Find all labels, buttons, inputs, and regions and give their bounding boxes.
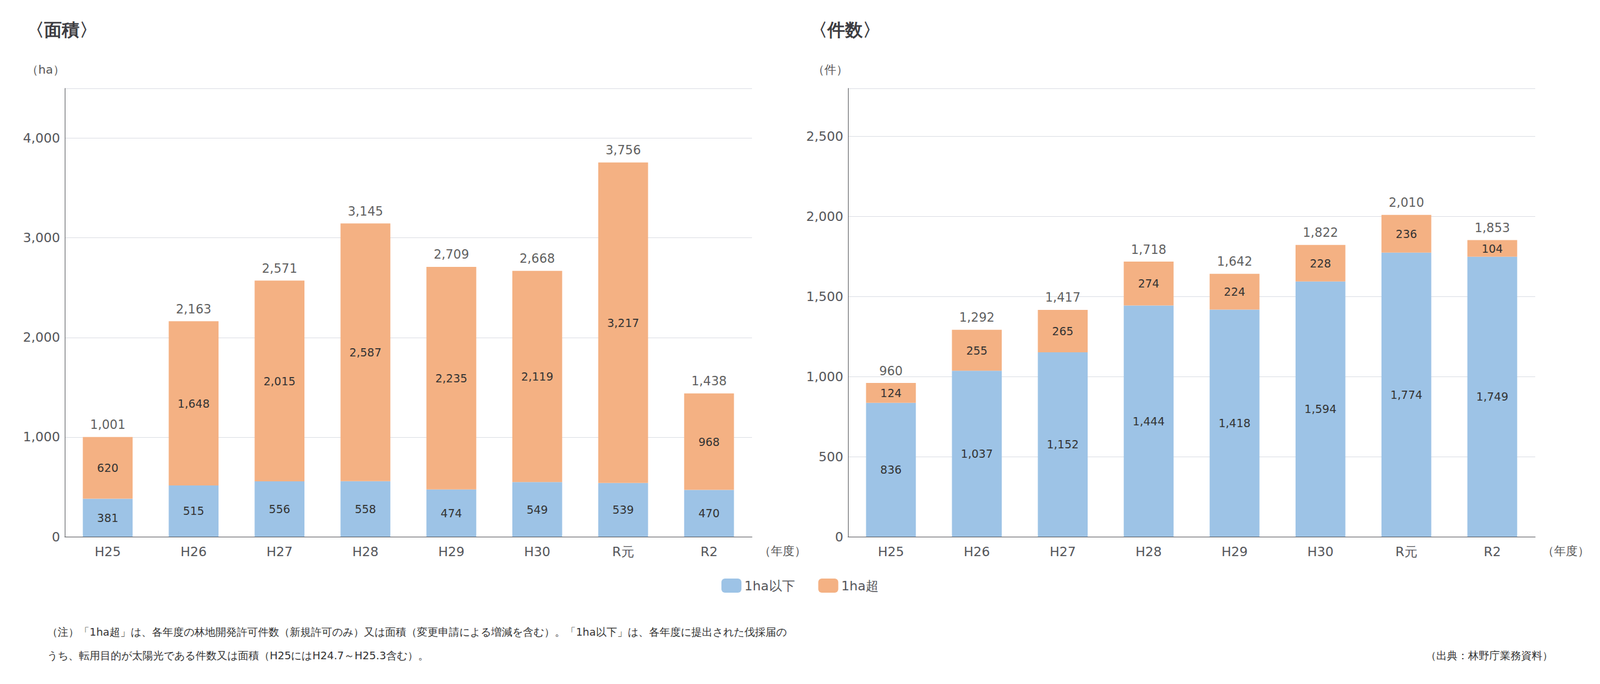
svg-text:104: 104 [1481, 242, 1503, 255]
svg-text:1,749: 1,749 [1476, 389, 1509, 403]
svg-text:1,001: 1,001 [90, 417, 126, 432]
svg-text:3,145: 3,145 [348, 204, 384, 219]
svg-text:549: 549 [526, 502, 548, 516]
svg-text:4,000: 4,000 [22, 130, 61, 146]
svg-text:0: 0 [835, 529, 844, 545]
svg-text:（出典：林野庁業務資料）: （出典：林野庁業務資料） [1425, 648, 1553, 662]
svg-text:1,417: 1,417 [1045, 290, 1081, 305]
svg-text:1,853: 1,853 [1474, 220, 1510, 235]
svg-text:224: 224 [1223, 285, 1245, 298]
svg-text:1ha以下: 1ha以下 [744, 578, 795, 594]
svg-text:R元: R元 [612, 544, 635, 559]
svg-text:500: 500 [818, 449, 844, 465]
svg-text:1,037: 1,037 [961, 446, 993, 460]
svg-text:〈件数〉: 〈件数〉 [809, 19, 881, 41]
svg-text:R2: R2 [700, 544, 718, 559]
svg-text:2,668: 2,668 [519, 251, 555, 266]
svg-text:558: 558 [354, 502, 376, 516]
svg-text:1,000: 1,000 [806, 369, 844, 384]
svg-text:1ha超: 1ha超 [841, 578, 879, 594]
svg-text:470: 470 [698, 506, 720, 520]
svg-text:（件）: （件） [812, 62, 848, 77]
svg-text:2,000: 2,000 [806, 209, 844, 224]
svg-text:381: 381 [97, 511, 119, 525]
svg-text:0: 0 [51, 529, 61, 545]
svg-text:2,119: 2,119 [521, 369, 553, 383]
svg-text:960: 960 [879, 363, 903, 379]
svg-text:1,718: 1,718 [1131, 242, 1167, 257]
svg-text:255: 255 [966, 343, 988, 357]
svg-text:274: 274 [1137, 276, 1159, 290]
svg-text:2,500: 2,500 [806, 128, 844, 144]
svg-text:515: 515 [183, 504, 205, 518]
svg-text:2,709: 2,709 [433, 247, 469, 262]
svg-text:H29: H29 [438, 544, 465, 559]
svg-text:H28: H28 [352, 544, 379, 559]
svg-text:1,444: 1,444 [1132, 414, 1165, 428]
svg-text:H28: H28 [1135, 544, 1162, 559]
svg-text:2,015: 2,015 [263, 374, 296, 388]
svg-text:1,152: 1,152 [1046, 437, 1079, 451]
svg-text:H30: H30 [1307, 544, 1334, 559]
svg-text:3,217: 3,217 [607, 316, 639, 330]
svg-text:836: 836 [880, 462, 902, 476]
svg-text:2,000: 2,000 [22, 329, 61, 345]
svg-text:（年度）: （年度） [759, 543, 807, 558]
svg-text:（年度）: （年度） [1542, 543, 1590, 558]
svg-text:〈面積〉: 〈面積〉 [26, 19, 98, 41]
svg-text:1,648: 1,648 [177, 396, 210, 410]
svg-text:1,418: 1,418 [1218, 416, 1251, 430]
svg-text:2,571: 2,571 [262, 261, 298, 276]
svg-text:124: 124 [880, 386, 902, 400]
svg-text:うち、転用目的が太陽光である件数又は面積（H25にはH24.: うち、転用目的が太陽光である件数又は面積（H25にはH24.7～H25.3含む）… [47, 648, 429, 662]
svg-text:1,774: 1,774 [1390, 388, 1423, 402]
svg-text:1,292: 1,292 [959, 310, 995, 325]
svg-text:H27: H27 [1049, 544, 1076, 559]
svg-text:2,010: 2,010 [1388, 195, 1424, 210]
svg-text:2,587: 2,587 [349, 345, 382, 359]
svg-text:3,000: 3,000 [22, 230, 61, 245]
svg-text:H25: H25 [878, 544, 905, 559]
svg-text:228: 228 [1309, 256, 1331, 270]
svg-text:1,000: 1,000 [22, 429, 61, 445]
svg-text:（注）「1ha超」は、各年度の林地開発許可件数（新規許可のみ: （注）「1ha超」は、各年度の林地開発許可件数（新規許可のみ）又は面積（変更申請… [47, 625, 787, 638]
svg-text:265: 265 [1052, 324, 1074, 338]
svg-text:539: 539 [612, 502, 634, 516]
svg-text:H30: H30 [524, 544, 551, 559]
svg-text:H26: H26 [964, 544, 991, 559]
svg-text:（ha）: （ha） [26, 62, 65, 77]
svg-text:474: 474 [440, 506, 462, 520]
svg-text:1,500: 1,500 [806, 289, 844, 304]
svg-text:620: 620 [97, 461, 119, 475]
svg-text:1,822: 1,822 [1302, 225, 1338, 240]
svg-text:H25: H25 [94, 544, 122, 559]
svg-text:H27: H27 [266, 544, 293, 559]
svg-text:H29: H29 [1221, 544, 1248, 559]
svg-text:H26: H26 [180, 544, 208, 559]
svg-text:1,594: 1,594 [1304, 402, 1337, 416]
svg-text:2,163: 2,163 [176, 302, 212, 317]
svg-text:236: 236 [1395, 227, 1417, 241]
svg-text:2,235: 2,235 [435, 371, 467, 385]
svg-text:R元: R元 [1395, 544, 1418, 559]
svg-text:1,642: 1,642 [1216, 254, 1252, 269]
svg-text:R2: R2 [1483, 544, 1501, 559]
svg-text:3,756: 3,756 [605, 143, 641, 158]
svg-text:1,438: 1,438 [691, 373, 727, 389]
svg-text:556: 556 [269, 502, 291, 516]
svg-text:968: 968 [698, 435, 720, 449]
